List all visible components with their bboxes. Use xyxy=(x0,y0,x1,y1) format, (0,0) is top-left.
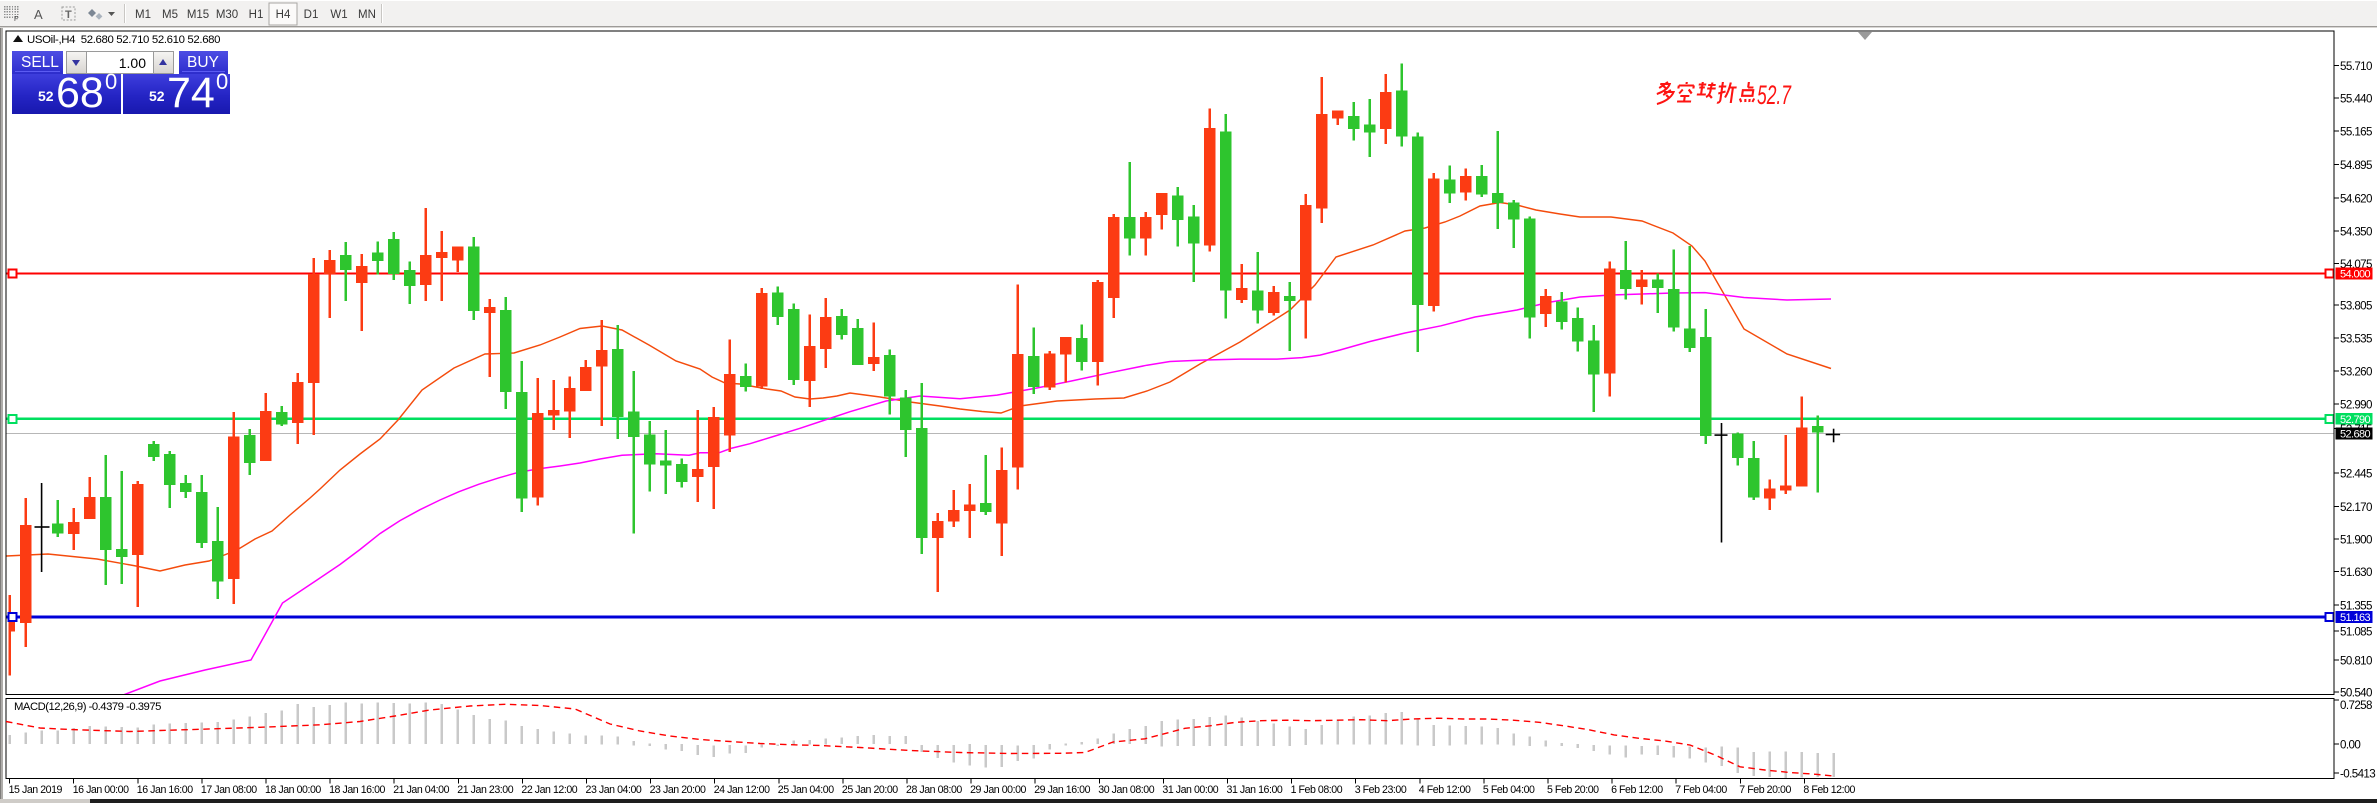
svg-text:50.810: 50.810 xyxy=(2340,655,2372,668)
svg-text:54.620: 54.620 xyxy=(2340,192,2372,205)
svg-text:54.350: 54.350 xyxy=(2340,226,2372,239)
svg-text:23 Jan 04:00: 23 Jan 04:00 xyxy=(586,784,642,796)
svg-text:M1: M1 xyxy=(135,9,151,21)
svg-text:52.790: 52.790 xyxy=(2340,414,2371,426)
svg-text:55.165: 55.165 xyxy=(2340,126,2372,139)
svg-text:51.163: 51.163 xyxy=(2340,612,2371,624)
svg-text:16 Jan 00:00: 16 Jan 00:00 xyxy=(73,784,129,796)
svg-text:5 Feb 04:00: 5 Feb 04:00 xyxy=(1483,784,1535,796)
svg-text:18 Jan 00:00: 18 Jan 00:00 xyxy=(265,784,321,796)
svg-text:W1: W1 xyxy=(330,9,347,21)
svg-text:22 Jan 12:00: 22 Jan 12:00 xyxy=(521,784,577,796)
svg-text:54.895: 54.895 xyxy=(2340,159,2372,172)
svg-text:50.540: 50.540 xyxy=(2340,687,2372,700)
svg-text:52.680: 52.680 xyxy=(2340,429,2371,441)
svg-text:55.710: 55.710 xyxy=(2340,60,2372,73)
svg-text:A: A xyxy=(34,7,43,22)
svg-text:17 Jan 08:00: 17 Jan 08:00 xyxy=(201,784,257,796)
svg-text:54.000: 54.000 xyxy=(2340,269,2371,281)
svg-text:H1: H1 xyxy=(249,9,264,21)
svg-text:F: F xyxy=(14,16,18,23)
svg-text:M15: M15 xyxy=(187,9,209,21)
svg-text:16 Jan 16:00: 16 Jan 16:00 xyxy=(137,784,193,796)
svg-text:18 Jan 16:00: 18 Jan 16:00 xyxy=(329,784,385,796)
svg-text:21 Jan 23:00: 21 Jan 23:00 xyxy=(457,784,513,796)
svg-text:53.535: 53.535 xyxy=(2340,332,2372,345)
svg-text:3 Feb 23:00: 3 Feb 23:00 xyxy=(1355,784,1407,796)
svg-text:21 Jan 04:00: 21 Jan 04:00 xyxy=(393,784,449,796)
svg-text:6 Feb 12:00: 6 Feb 12:00 xyxy=(1611,784,1663,796)
svg-text:MACD(12,26,9) -0.4379 -0.3975: MACD(12,26,9) -0.4379 -0.3975 xyxy=(14,701,161,713)
svg-text:25 Jan 04:00: 25 Jan 04:00 xyxy=(778,784,834,796)
svg-text:15 Jan 2019: 15 Jan 2019 xyxy=(9,784,63,796)
svg-text:5 Feb 20:00: 5 Feb 20:00 xyxy=(1547,784,1599,796)
svg-text:53.805: 53.805 xyxy=(2340,300,2372,313)
svg-text:-0.5413: -0.5413 xyxy=(2340,768,2375,781)
svg-text:0.7258: 0.7258 xyxy=(2340,699,2372,712)
svg-text:H4: H4 xyxy=(276,9,291,21)
svg-text:52.170: 52.170 xyxy=(2340,501,2372,514)
svg-text:M30: M30 xyxy=(216,9,238,21)
svg-text:8 Feb 12:00: 8 Feb 12:00 xyxy=(1803,784,1855,796)
svg-text:51.900: 51.900 xyxy=(2340,534,2372,547)
svg-text:30 Jan 08:00: 30 Jan 08:00 xyxy=(1098,784,1154,796)
svg-text:4 Feb 12:00: 4 Feb 12:00 xyxy=(1419,784,1471,796)
svg-text:28 Jan 08:00: 28 Jan 08:00 xyxy=(906,784,962,796)
svg-text:52.7: 52.7 xyxy=(1757,80,1792,110)
svg-text:53.260: 53.260 xyxy=(2340,366,2372,379)
svg-text:M5: M5 xyxy=(162,9,178,21)
svg-text:7 Feb 20:00: 7 Feb 20:00 xyxy=(1739,784,1791,796)
svg-text:23 Jan 20:00: 23 Jan 20:00 xyxy=(650,784,706,796)
svg-text:0.00: 0.00 xyxy=(2340,739,2360,752)
svg-text:31 Jan 00:00: 31 Jan 00:00 xyxy=(1162,784,1218,796)
svg-text:1 Feb 08:00: 1 Feb 08:00 xyxy=(1291,784,1343,796)
svg-text:55.440: 55.440 xyxy=(2340,93,2372,106)
svg-text:51.085: 51.085 xyxy=(2340,626,2372,639)
svg-text:51.630: 51.630 xyxy=(2340,566,2372,579)
svg-text:29 Jan 00:00: 29 Jan 00:00 xyxy=(970,784,1026,796)
svg-text:51.355: 51.355 xyxy=(2340,600,2372,613)
svg-text:T: T xyxy=(65,9,72,21)
svg-text:29 Jan 16:00: 29 Jan 16:00 xyxy=(1034,784,1090,796)
svg-text:7 Feb 04:00: 7 Feb 04:00 xyxy=(1675,784,1727,796)
svg-text:25 Jan 20:00: 25 Jan 20:00 xyxy=(842,784,898,796)
svg-text:31 Jan 16:00: 31 Jan 16:00 xyxy=(1227,784,1283,796)
svg-text:52.445: 52.445 xyxy=(2340,468,2372,481)
svg-text:D1: D1 xyxy=(304,9,319,21)
svg-text:52.990: 52.990 xyxy=(2340,398,2372,411)
svg-text:MN: MN xyxy=(358,9,376,21)
svg-text:24 Jan 12:00: 24 Jan 12:00 xyxy=(714,784,770,796)
svg-text:USOil-,H4 52.680 52.710 52.61: USOil-,H4 52.680 52.710 52.610 52.680 xyxy=(27,34,220,46)
